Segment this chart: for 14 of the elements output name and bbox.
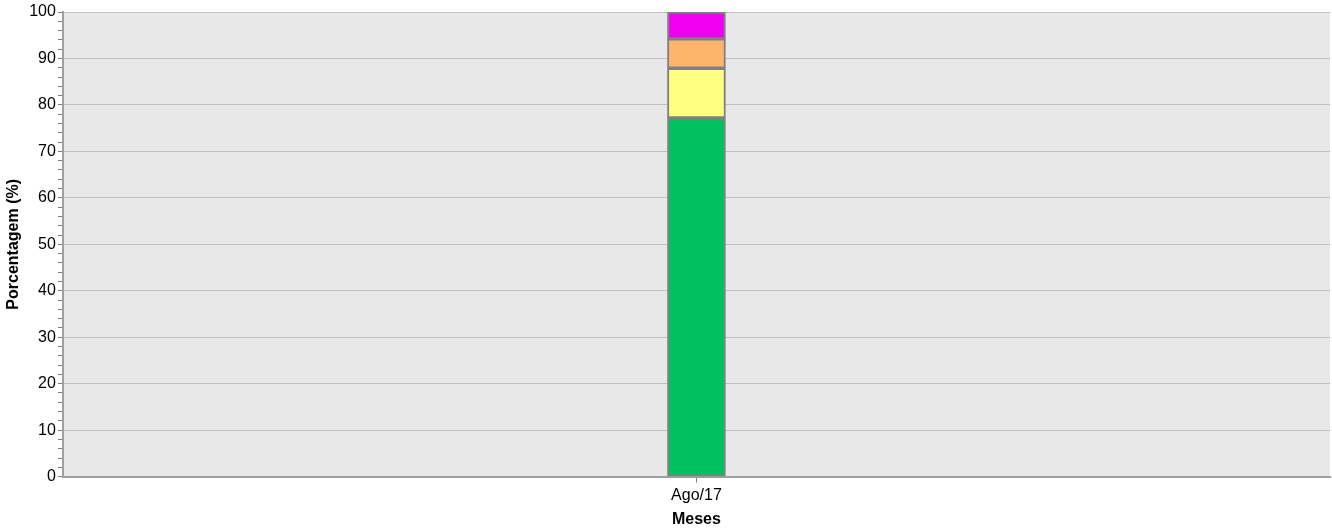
y-tick-label: 70 (38, 141, 56, 159)
y-tick-label: 40 (38, 281, 56, 299)
y-axis-title: Porcentagem (%) (4, 178, 22, 310)
y-tick-label: 100 (29, 2, 56, 20)
y-tick-label: 50 (38, 234, 56, 252)
y-tick-label: 10 (38, 420, 56, 438)
y-tick-label: 60 (38, 188, 56, 206)
y-tick-label: 0 (46, 467, 56, 485)
y-tick-label: 80 (38, 95, 56, 113)
x-tick-label: Ago/17 (671, 485, 722, 503)
y-tick-label: 20 (38, 374, 56, 392)
x-axis-title: Meses (671, 509, 722, 527)
y-tick-label: 30 (38, 327, 56, 345)
y-tick-label: 90 (38, 48, 56, 66)
